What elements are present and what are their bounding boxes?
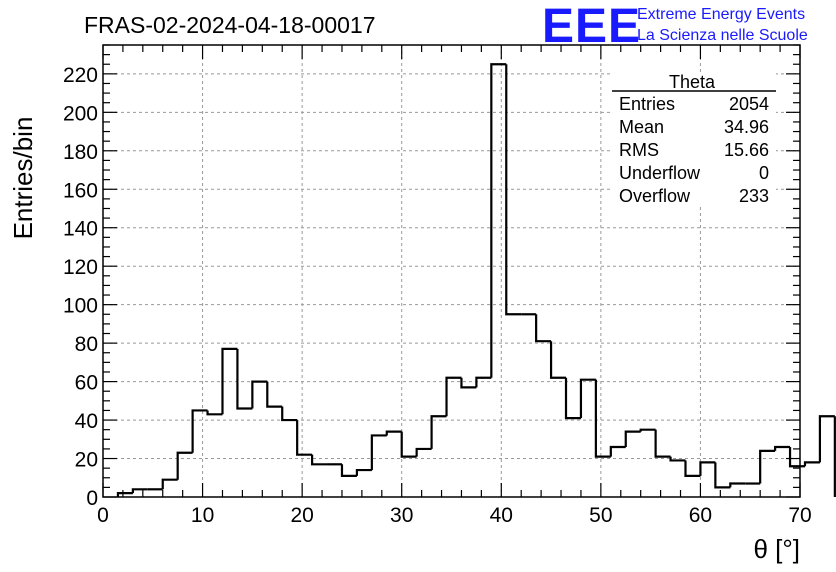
stats-row-value: 0 <box>759 163 769 183</box>
stats-row-value: 15.66 <box>724 140 769 160</box>
y-tick-label: 60 <box>75 372 98 395</box>
y-tick-label: 100 <box>63 295 98 318</box>
histogram-bin <box>490 63 507 378</box>
stats-row-label: Overflow <box>619 186 691 206</box>
histogram-bin <box>355 468 372 476</box>
histogram-bin <box>460 377 477 389</box>
histogram-bin <box>759 449 776 484</box>
histogram-bin <box>206 410 223 416</box>
histogram-bin <box>803 461 820 467</box>
x-tick-label: 70 <box>788 504 811 527</box>
logo-line-1: Extreme Energy Events <box>637 6 805 23</box>
histogram-bin <box>684 460 701 477</box>
histogram-bin <box>549 341 567 379</box>
stats-box-title: Theta <box>669 72 716 92</box>
histogram-bin <box>624 430 641 447</box>
x-axis-label: θ [°] <box>753 534 800 564</box>
y-tick-label: 20 <box>75 449 98 472</box>
grid-lines <box>103 45 800 497</box>
histogram-bin <box>639 428 656 432</box>
x-tick-label: 30 <box>390 504 413 527</box>
x-tick-label: 20 <box>290 504 313 527</box>
stats-row-value: 34.96 <box>724 117 769 137</box>
stats-row-label: RMS <box>619 140 659 160</box>
histogram-bin <box>400 431 417 458</box>
stats-box: Theta Entries 2054 Mean 34.96 RMS 15.66 Underf… <box>612 72 776 206</box>
y-tick-label: 140 <box>63 218 98 241</box>
histogram-bin <box>221 347 238 415</box>
histogram-bin <box>116 492 133 497</box>
histogram-bin <box>699 461 716 476</box>
stats-row-label: Mean <box>619 117 664 137</box>
y-tick-label: 120 <box>63 256 98 279</box>
y-tick-labels: 0 20 40 60 80 100 120 140 160 180 200 220 <box>63 64 98 510</box>
x-tick-label: 10 <box>191 504 214 527</box>
histogram-bin <box>176 451 193 480</box>
histogram-bin <box>774 445 791 451</box>
y-tick-label: 80 <box>75 333 98 356</box>
histogram-bin <box>729 482 746 488</box>
histogram-bin <box>475 376 492 388</box>
stats-row-value: 233 <box>739 186 769 206</box>
histogram-bin <box>251 380 268 409</box>
histogram-bin <box>535 314 552 343</box>
plot-border <box>102 44 801 498</box>
histogram-bin <box>236 348 253 410</box>
y-tick-label: 0 <box>86 487 98 510</box>
histogram-bin <box>669 456 686 462</box>
chart-title: FRAS-02-2024-04-18-00017 <box>84 12 376 38</box>
x-tick-label: 60 <box>689 504 712 527</box>
histogram-bin <box>505 64 522 316</box>
histogram-bin <box>370 434 387 471</box>
y-tick-label: 200 <box>63 102 98 125</box>
histogram-bin <box>296 420 313 456</box>
histogram-bin <box>430 415 447 449</box>
histogram-bin <box>714 462 731 489</box>
histogram-bin <box>266 381 283 408</box>
histogram-bin <box>654 429 671 458</box>
stats-row-label: Underflow <box>619 163 701 183</box>
stats-rows: Entries 2054 Mean 34.96 RMS 15.66 Underflow 0 Ov… <box>619 94 769 206</box>
histogram-bars <box>116 63 836 497</box>
histogram-bin <box>445 376 462 417</box>
eee-logo: EEE Extreme Energy Events La Scienza nel… <box>542 0 808 53</box>
x-tick-label: 40 <box>490 504 513 527</box>
histogram-bin <box>385 430 402 436</box>
histogram-bin <box>818 415 835 463</box>
stats-row-value: 2054 <box>729 94 769 114</box>
histogram-bin <box>281 406 298 422</box>
histogram-bin <box>161 478 178 490</box>
y-tick-label: 40 <box>75 410 98 433</box>
histogram-bin <box>340 464 357 477</box>
y-tick-label: 220 <box>63 64 98 87</box>
stats-row-label: Entries <box>619 94 675 114</box>
histogram-bin <box>131 488 148 494</box>
logo-mark: EEE <box>542 0 641 53</box>
plot-frame <box>102 44 801 498</box>
y-axis-label: Entries/bin <box>8 117 38 240</box>
y-tick-label: 180 <box>63 141 98 164</box>
x-tick-label: 0 <box>97 504 109 527</box>
x-tick-label: 50 <box>589 504 612 527</box>
logo-line-2: La Scienza nelle Scuole <box>637 27 808 44</box>
histogram-bin <box>594 379 611 458</box>
x-tick-labels: 0 10 20 30 40 50 60 70 <box>97 504 812 527</box>
histogram-bin <box>415 447 432 457</box>
histogram-bin <box>579 378 596 419</box>
histogram-bin <box>788 446 805 468</box>
histogram-bin <box>311 454 328 466</box>
axis-ticks <box>102 44 801 498</box>
histogram-bin <box>609 445 626 457</box>
stats-box-background <box>612 73 776 205</box>
y-tick-label: 160 <box>63 179 98 202</box>
histogram-bin <box>191 409 208 453</box>
histogram-bin <box>564 377 581 420</box>
